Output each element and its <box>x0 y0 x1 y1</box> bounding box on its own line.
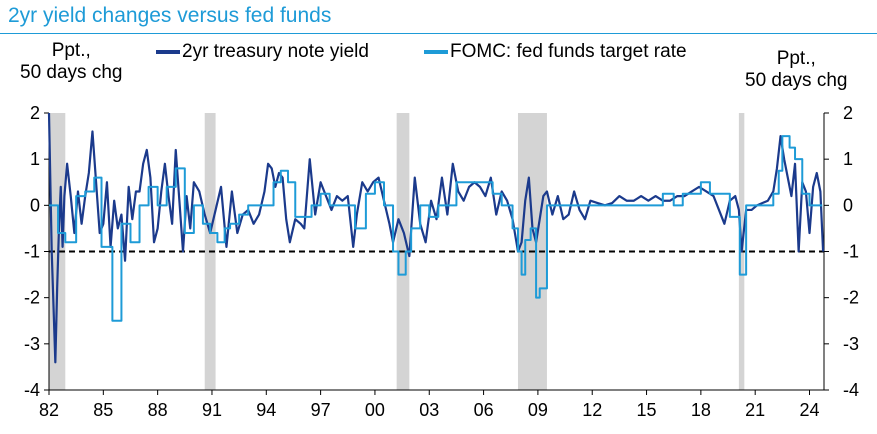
right-y-tick-label: 2 <box>843 103 853 123</box>
legend-label-fomc: FOMC: fed funds target rate <box>450 41 687 62</box>
x-tick-label: 24 <box>799 400 819 420</box>
right-axis-unit-line2: 50 days chg <box>745 70 848 91</box>
legend-label-2yr: 2yr treasury note yield <box>182 41 369 62</box>
legend-swatch-fomc <box>424 50 448 54</box>
chart-title: 2yr yield changes versus fed funds <box>8 4 332 27</box>
left-axis-unit-line1: Ppt., <box>51 40 91 61</box>
x-tick-label: 00 <box>365 400 385 420</box>
right-y-tick-label: -2 <box>843 288 859 308</box>
right-y-tick-label: -1 <box>843 242 859 262</box>
right-y-tick-label: -4 <box>843 380 859 400</box>
x-tick-label: 18 <box>691 400 711 420</box>
x-tick-label: 09 <box>528 400 548 420</box>
legend-item-fomc: FOMC: fed funds target rate <box>424 41 687 63</box>
x-tick-label: 82 <box>39 400 59 420</box>
right-y-tick-label: 1 <box>843 149 853 169</box>
series-line-fed-funds <box>49 135 823 322</box>
x-tick-label: 88 <box>148 400 168 420</box>
x-tick-label: 15 <box>637 400 657 420</box>
right-axis-unit-line1: Ppt., <box>776 48 816 69</box>
legend-swatch-2yr <box>156 50 180 54</box>
x-tick-label: 91 <box>202 400 222 420</box>
x-tick-label: 06 <box>474 400 494 420</box>
legend-item-2yr: 2yr treasury note yield <box>156 41 369 63</box>
series-line-2yr-yield <box>47 112 825 364</box>
left-y-tick-label: -4 <box>24 380 40 400</box>
x-tick-label: 21 <box>745 400 765 420</box>
left-axis-unit-line2: 50 days chg <box>20 62 123 83</box>
right-y-tick-label: 0 <box>843 195 853 215</box>
x-tick-label: 97 <box>311 400 331 420</box>
left-y-tick-label: -3 <box>24 334 40 354</box>
left-y-tick-label: 2 <box>30 103 40 123</box>
x-tick-label: 94 <box>256 400 276 420</box>
left-y-tick-label: 1 <box>30 149 40 169</box>
right-y-tick-label: -3 <box>843 334 859 354</box>
left-y-tick-label: -2 <box>24 288 40 308</box>
title-rule <box>0 33 877 34</box>
x-tick-label: 12 <box>582 400 602 420</box>
x-tick-label: 03 <box>419 400 439 420</box>
left-y-tick-label: -1 <box>24 242 40 262</box>
right-axis-unit: Ppt., 50 days chg <box>745 48 847 92</box>
left-y-tick-label: 0 <box>30 195 40 215</box>
left-axis-unit: Ppt., 50 days chg <box>20 40 122 84</box>
x-tick-label: 85 <box>93 400 113 420</box>
